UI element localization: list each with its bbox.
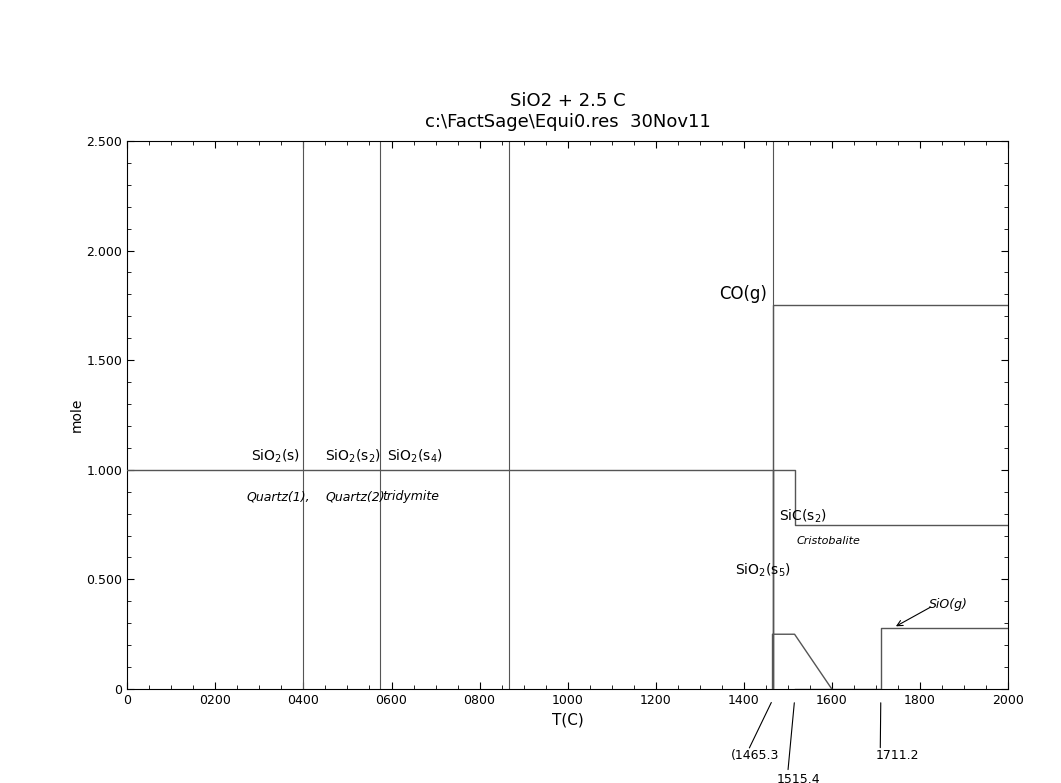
Text: SiO(g): SiO(g) — [928, 598, 968, 611]
Text: (1465.3: (1465.3 — [731, 749, 779, 762]
Text: SiC(s$_2$): SiC(s$_2$) — [779, 507, 827, 525]
Text: CO(g): CO(g) — [719, 285, 767, 303]
Title: SiO2 + 2.5 C
c:\FactSage\Equi0.res  30Nov11: SiO2 + 2.5 C c:\FactSage\Equi0.res 30Nov… — [424, 92, 711, 131]
Text: Cristobalite: Cristobalite — [797, 536, 860, 547]
X-axis label: T(C): T(C) — [552, 713, 584, 727]
Text: SiO$_2$(s$_2$): SiO$_2$(s$_2$) — [326, 448, 381, 465]
Y-axis label: mole: mole — [70, 398, 84, 432]
Text: tridymite: tridymite — [382, 490, 439, 503]
Text: 1711.2: 1711.2 — [875, 749, 919, 762]
Text: Quartz(2): Quartz(2) — [326, 490, 385, 503]
Text: 1515.4: 1515.4 — [777, 774, 820, 783]
Text: SiO$_2$(s): SiO$_2$(s) — [250, 448, 300, 465]
Text: SiO$_2$(s$_5$): SiO$_2$(s$_5$) — [735, 562, 790, 579]
Text: SiO$_2$(s$_4$): SiO$_2$(s$_4$) — [387, 448, 442, 465]
Text: Quartz(1),: Quartz(1), — [246, 490, 310, 503]
